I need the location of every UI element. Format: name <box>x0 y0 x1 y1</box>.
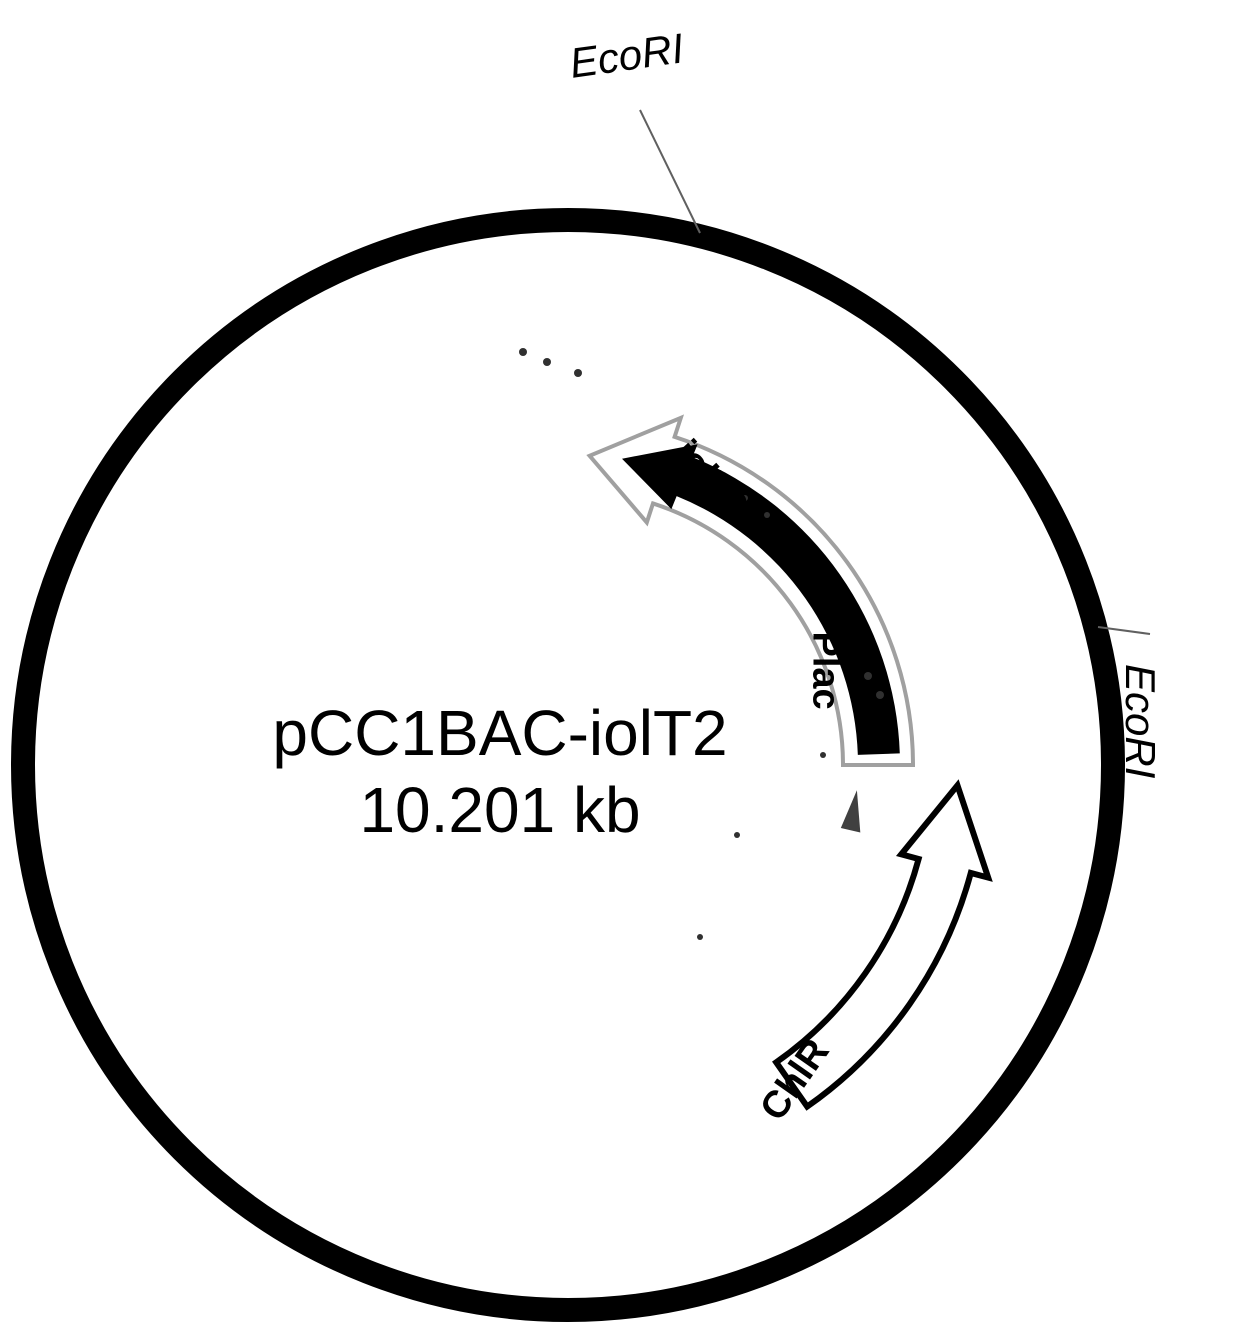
restriction-site-ecori-right: EcoRI <box>1116 664 1164 778</box>
plasmid-svg <box>0 0 1240 1338</box>
plasmid-title: pCC1BAC-iolT210.201 kb <box>220 695 780 849</box>
feature-label-plac: Plac <box>804 632 847 710</box>
noise-speckle <box>697 934 703 940</box>
noise-speckle <box>864 672 872 680</box>
noise-speckle <box>820 752 826 758</box>
noise-speckle <box>574 369 582 377</box>
plasmid-size: 10.201 kb <box>359 774 640 846</box>
noise-speckle <box>876 691 884 699</box>
feature-marker-plac <box>841 790 860 832</box>
noise-speckle <box>543 358 551 366</box>
noise-speckle <box>764 512 770 518</box>
plasmid-map: pCC1BAC-iolT210.201 kb EcoRI EcoRI iolT2… <box>0 0 1240 1338</box>
plasmid-name: pCC1BAC-iolT2 <box>272 697 727 769</box>
noise-speckle <box>519 348 527 356</box>
